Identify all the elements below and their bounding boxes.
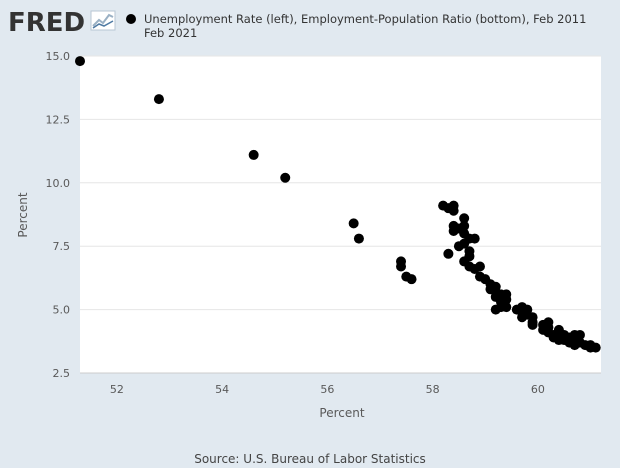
y-tick-label: 2.5 (53, 367, 71, 380)
scatter-points (75, 56, 601, 353)
grid (80, 55, 601, 374)
data-point (75, 56, 85, 67)
x-axis-ticks: 52 54 56 58 60 (110, 383, 545, 396)
data-point (248, 149, 259, 160)
data-point (559, 329, 570, 340)
data-point (501, 294, 512, 305)
x-tick-label: 58 (426, 383, 440, 396)
y-tick-label: 15.0 (46, 50, 71, 63)
data-point (448, 205, 459, 216)
legend-line-1: Unemployment Rate (left), Employment-Pop… (144, 12, 586, 26)
y-tick-label: 5.0 (53, 304, 71, 317)
y-axis-ticks: 2.5 5.0 7.5 10.0 12.5 15.0 (46, 50, 71, 380)
line-graph-icon (90, 10, 116, 31)
x-tick-label: 56 (320, 383, 334, 396)
data-point (348, 218, 359, 229)
x-tick-label: 54 (215, 383, 229, 396)
data-point (153, 94, 164, 105)
y-tick-label: 10.0 (46, 177, 71, 190)
y-axis-title: Percent (16, 192, 30, 237)
x-tick-label: 60 (531, 383, 545, 396)
data-point (569, 329, 580, 340)
x-tick-label: 52 (110, 383, 124, 396)
plot-area (80, 56, 601, 373)
data-point (543, 317, 554, 328)
x-axis-title: Percent (319, 406, 364, 420)
data-point (527, 319, 538, 330)
data-point (459, 213, 470, 224)
data-point (406, 274, 417, 285)
fred-logo-text: FRED (8, 8, 85, 38)
legend-marker (126, 14, 136, 24)
data-point (396, 261, 407, 272)
y-tick-label: 12.5 (46, 113, 71, 126)
data-point (469, 233, 480, 244)
data-point (490, 304, 501, 315)
data-point (590, 342, 601, 353)
legend-line-2: Feb 2021 (144, 26, 197, 40)
data-point (459, 220, 470, 231)
data-point (443, 248, 454, 259)
data-point (353, 233, 364, 244)
y-tick-label: 7.5 (53, 240, 71, 253)
data-point (280, 172, 291, 183)
data-point (474, 261, 485, 272)
data-point (501, 302, 512, 313)
fred-logo[interactable]: FRED (8, 8, 116, 38)
legend: Unemployment Rate (left), Employment-Pop… (126, 12, 586, 40)
source-note: Source: U.S. Bureau of Labor Statistics (194, 452, 426, 466)
